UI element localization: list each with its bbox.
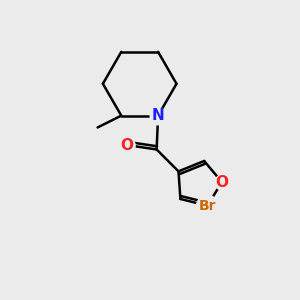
Text: N: N: [152, 108, 164, 123]
Text: O: O: [121, 138, 134, 153]
Text: Br: Br: [199, 199, 216, 213]
Text: O: O: [215, 175, 229, 190]
